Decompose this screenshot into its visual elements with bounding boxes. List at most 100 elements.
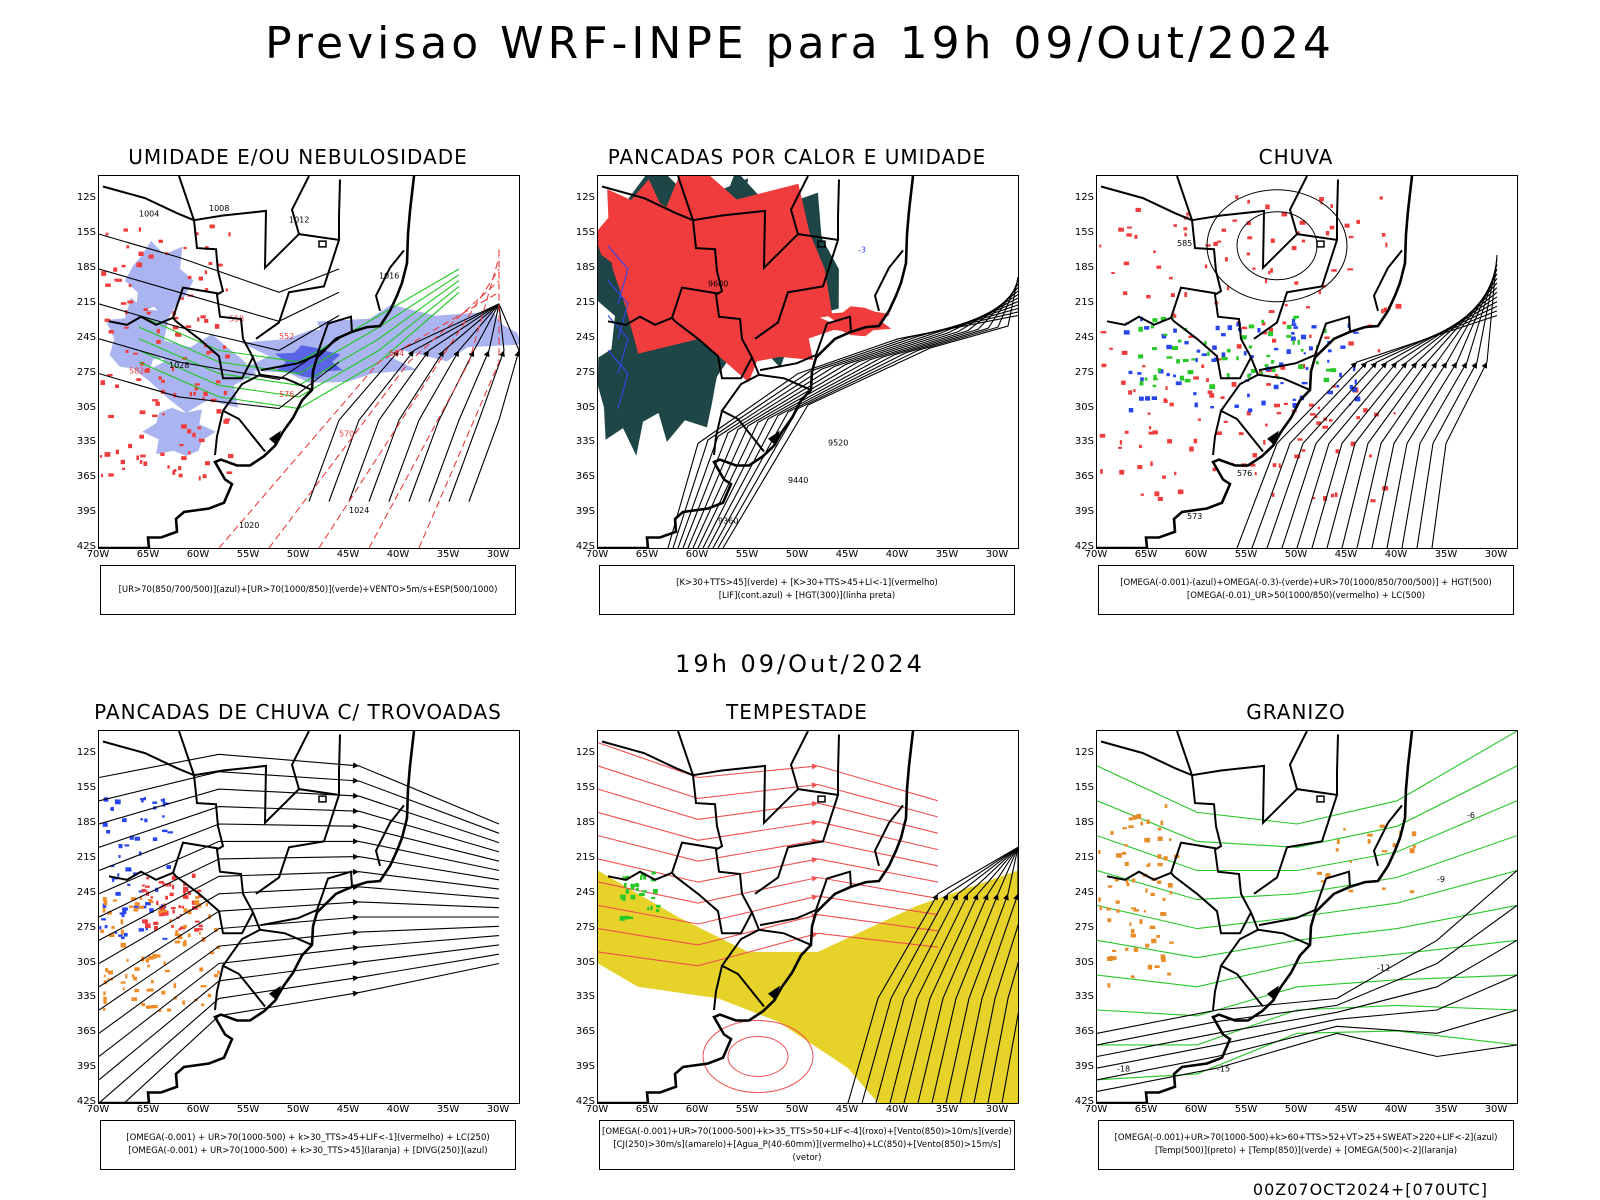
data-speck [1325,873,1331,878]
streamline [1097,731,1517,825]
data-speck [187,909,192,915]
data-speck [1383,307,1387,313]
latitude-labels: 12S 15S 18S 21S 24S 27S 30S 33S 36S 39S 42S [58,175,96,552]
data-speck [1164,804,1168,808]
data-speck [1381,887,1386,890]
map-area: 585 576 573 [1096,175,1518,549]
data-speck [622,899,626,902]
data-speck [1129,922,1132,926]
data-speck [206,351,210,355]
data-speck [174,933,181,937]
data-speck [1261,322,1266,326]
data-speck [1340,345,1346,349]
lat-tick-label: 30S [76,401,96,413]
data-speck [120,302,127,305]
streamline [598,895,939,925]
data-speck [1411,831,1417,837]
border-line [1191,764,1339,895]
data-speck [181,456,187,460]
streamline [959,847,1018,1103]
streamline-arrow [1390,362,1397,369]
data-speck [160,798,164,802]
data-speck [650,905,653,911]
data-speck [1335,848,1339,852]
data-speck [114,931,117,934]
streamline [1311,291,1498,548]
border-line [260,909,318,927]
data-speck [1212,467,1216,472]
data-speck [647,907,650,911]
lon-tick-label: 65W [136,549,160,560]
data-speck [1139,444,1142,449]
panel-tempestade: TEMPESTADE 12S 15S 18S 21S 24S 27S 30S 33S 36S 39S… [557,700,1037,1180]
streamline-arrow [1461,362,1467,369]
anticyclone [1206,189,1348,303]
streamline [1341,282,1498,548]
streamline [99,916,499,1011]
data-speck [1291,332,1295,335]
data-speck [204,288,209,293]
data-speck [183,246,187,250]
border-line [1257,928,1311,946]
data-speck [115,891,121,896]
data-speck [1169,941,1174,944]
data-speck [209,224,215,229]
border-line [1336,734,1339,795]
data-speck [1270,238,1275,243]
data-speck [625,889,629,894]
lon-tick-label: 45W [1334,549,1358,560]
lon-tick-label: 50W [1284,1104,1308,1115]
data-speck [1157,880,1162,884]
data-speck [1107,918,1112,923]
border-line [1314,315,1351,356]
data-speck [195,896,199,899]
border-line [837,179,840,240]
streamline [1296,296,1498,548]
data-speck [146,311,151,315]
map-area [597,730,1019,1104]
panel-title: PANCADAS POR CALOR E UMIDADE [607,145,987,169]
data-speck [1261,319,1265,324]
data-speck [1381,850,1388,853]
legend-line: [OMEGA(-0.001)+UR>70(1000-500)+k>60+TTS>… [1114,1133,1498,1143]
data-speck [1352,387,1357,392]
contour-label: 9600 [708,279,728,288]
data-speck [138,928,144,932]
data-speck [1209,384,1216,390]
contour-label: 585 [1177,239,1192,248]
streamline-arrow [499,350,505,358]
border-line [601,185,765,453]
streamline-arrow [992,893,999,901]
data-speck [145,926,148,931]
data-speck [1157,862,1163,867]
data-speck [104,318,111,322]
data-speck [1128,370,1133,375]
data-speck [133,907,139,912]
streamline [598,932,939,967]
data-speck [158,881,164,884]
lat-tick-label: 30S [1074,956,1094,968]
data-speck [1118,446,1122,449]
data-speck [107,970,113,975]
data-speck [214,927,218,932]
data-speck [1314,415,1318,418]
lon-tick-label: 70W [86,1104,110,1115]
data-speck [1204,264,1208,269]
data-speck [169,919,173,922]
data-speck [1216,431,1222,435]
data-speck [1110,831,1114,835]
lon-tick-label: 40W [1384,1104,1408,1115]
data-speck [1350,441,1356,447]
data-speck [1152,430,1158,435]
data-speck [1130,928,1135,934]
data-speck [152,837,158,841]
data-speck [158,239,163,243]
federal-district [817,795,826,803]
data-speck [1329,225,1335,230]
border-line [1212,965,1222,1011]
data-speck [1207,390,1213,394]
data-speck [183,908,188,913]
streamline [1097,870,1517,1034]
data-speck [1210,405,1214,409]
data-speck [209,951,215,955]
